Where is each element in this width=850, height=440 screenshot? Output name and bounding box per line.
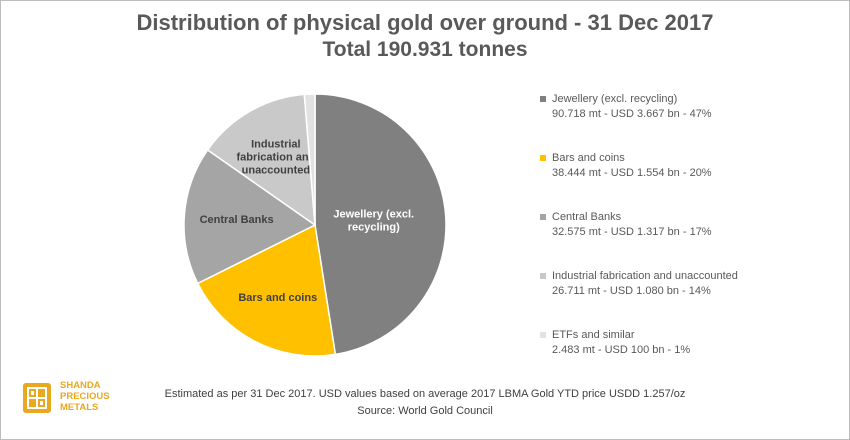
logo-icon xyxy=(23,383,51,413)
slice-label-2: Bars and coins xyxy=(238,292,317,304)
legend-swatch-3 xyxy=(540,214,546,220)
legend-detail-4: 26.711 mt - USD 1.080 bn - 14% xyxy=(552,285,711,297)
legend-swatch-5 xyxy=(540,332,546,338)
pie-slice-2 xyxy=(196,223,337,357)
legend-detail-5: 2.483 mt - USD 100 bn - 1% xyxy=(552,344,691,356)
legend-label-3: Central Banks xyxy=(552,211,622,223)
slice-label-4: Industrial fabrication and unaccounted xyxy=(236,139,315,177)
chart-subtitle: Total 190.931 tonnes xyxy=(322,38,528,61)
legend-detail-1: 90.718 mt - USD 3.667 bn - 47% xyxy=(552,108,712,120)
footnote: Estimated as per 31 Dec 2017. USD values… xyxy=(164,388,686,400)
legend-label-5: ETFs and similar xyxy=(552,329,635,341)
chart-title: Distribution of physical gold over groun… xyxy=(136,10,714,35)
legend-item-1: Jewellery (excl. recycling) 90.718 mt - U… xyxy=(540,92,840,151)
pie-slice-1 xyxy=(314,93,447,356)
source-note: Source: World Gold Council xyxy=(357,405,493,417)
legend-label-2: Bars and coins xyxy=(552,152,625,164)
legend-swatch-2 xyxy=(540,155,546,161)
pie-chart: Jewellery (excl. recycling) Bars and coins… xyxy=(183,80,447,357)
legend-swatch-1 xyxy=(540,96,546,102)
legend-item-4: Industrial fabrication and unaccounted 26… xyxy=(540,269,840,328)
legend-item-3: Central Banks 32.575 mt - USD 1.317 bn - … xyxy=(540,210,840,269)
logo-line-3: METALS xyxy=(60,402,99,413)
slice-label-5: ETFs and similar xyxy=(254,80,334,82)
pie-slice-3 xyxy=(183,148,317,285)
logo-line-1: SHANDA xyxy=(60,380,101,391)
legend-detail-2: 38.444 mt - USD 1.554 bn - 20% xyxy=(552,167,712,179)
logo-text: SHANDA PRECIOUS METALS xyxy=(60,380,110,413)
legend-item-2: Bars and coins 38.444 mt - USD 1.554 bn -… xyxy=(540,151,840,210)
pie-slice-5 xyxy=(303,93,316,226)
company-logo: SHANDA PRECIOUS METALS xyxy=(22,380,152,420)
legend: Jewellery (excl. recycling) 90.718 mt - U… xyxy=(540,92,840,387)
legend-swatch-4 xyxy=(540,273,546,279)
slice-label-3: Central Banks xyxy=(200,214,274,226)
legend-detail-3: 32.575 mt - USD 1.317 bn - 17% xyxy=(552,226,712,238)
slice-label-1: Jewellery (excl. recycling) xyxy=(333,209,414,234)
pie-slice-4 xyxy=(206,93,316,227)
legend-item-5: ETFs and similar 2.483 mt - USD 100 bn - … xyxy=(540,328,840,387)
logo-line-2: PRECIOUS xyxy=(60,391,110,402)
legend-label-1: Jewellery (excl. recycling) xyxy=(552,93,678,105)
legend-label-4: Industrial fabrication and unaccounted xyxy=(552,270,738,282)
